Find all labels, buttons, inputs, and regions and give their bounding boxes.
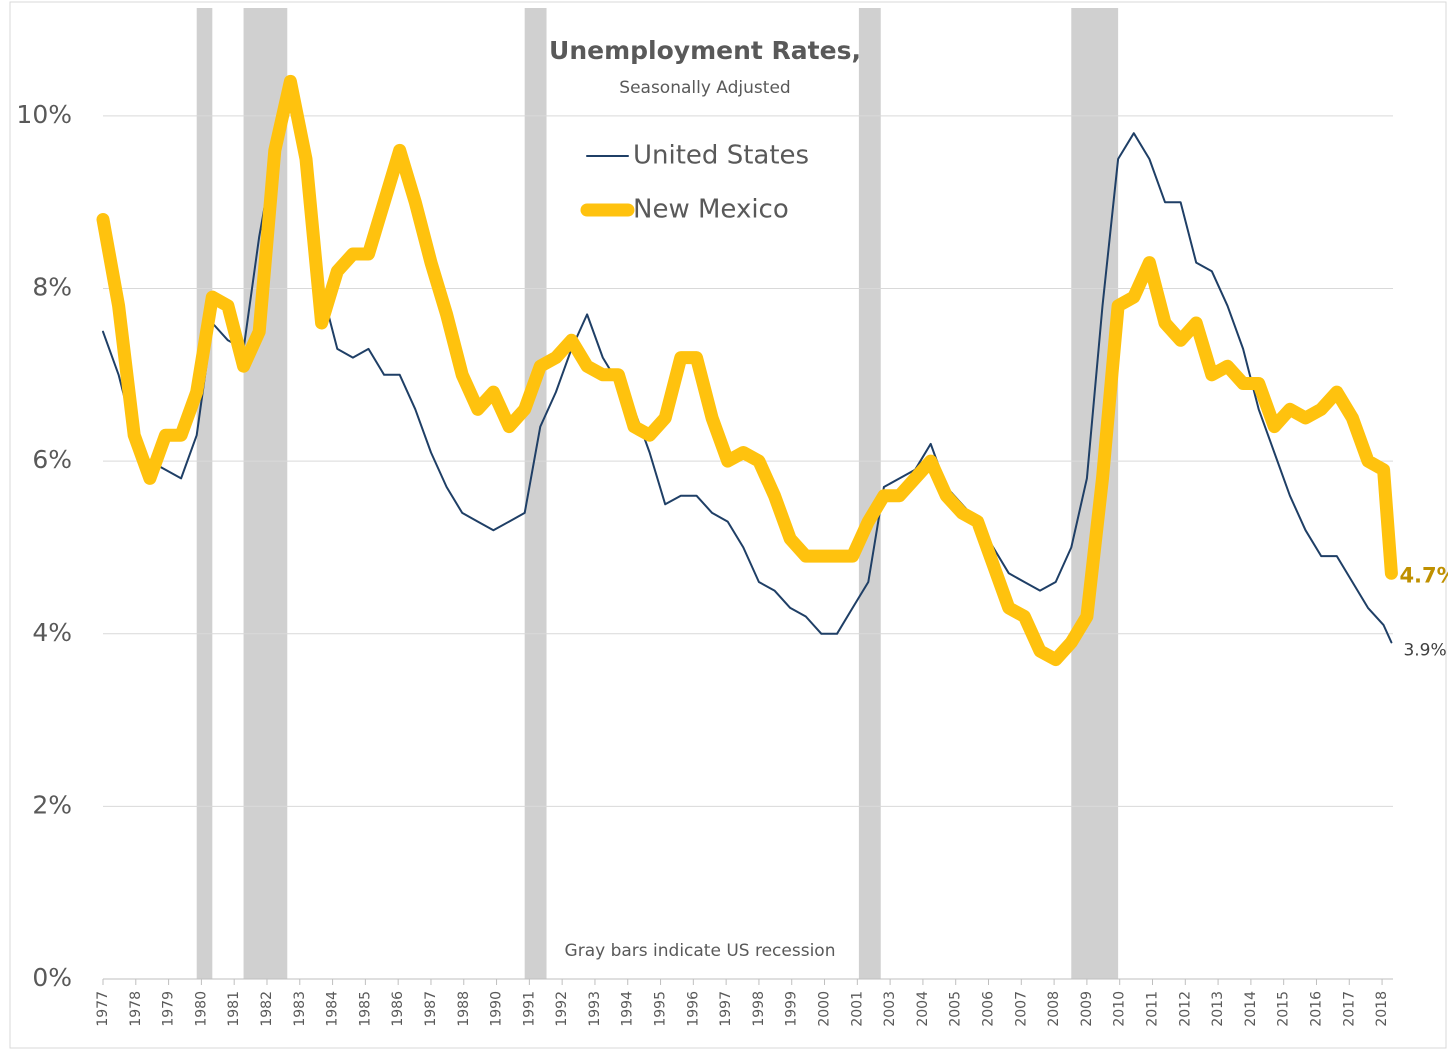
x-tick-label: 1993 (587, 991, 603, 1027)
series-line (96, 74, 1398, 667)
x-tick-label: 1998 (751, 991, 767, 1027)
x-tick-label: 2000 (817, 991, 833, 1027)
y-tick-label: 0% (32, 963, 72, 992)
x-tick-label: 1981 (226, 991, 242, 1027)
x-tick-label: 1979 (161, 991, 177, 1027)
x-tick-label: 1977 (95, 991, 111, 1027)
x-tick-label: 1991 (521, 991, 537, 1027)
x-tick-label: 1978 (128, 991, 144, 1027)
chart-border (9, 1, 1447, 1049)
legend-label: United States (633, 141, 809, 171)
recession-bar (196, 8, 213, 979)
x-tick-label: 1982 (259, 991, 275, 1027)
x-tick-label: 2012 (1177, 991, 1193, 1027)
x-tick-label: 2006 (981, 991, 997, 1027)
x-tick-label: 2011 (1144, 991, 1160, 1027)
x-tick-label: 2014 (1243, 991, 1259, 1027)
y-tick-label: 2% (32, 790, 72, 819)
legend-label: New Mexico (633, 195, 789, 225)
end-label: 4.7% (1399, 563, 1448, 587)
x-tick-label: 1980 (193, 991, 209, 1027)
x-tick-label: 1990 (489, 991, 505, 1027)
recession-bar (524, 8, 547, 979)
recession-bar (243, 8, 288, 979)
y-tick-label: 4% (32, 618, 72, 647)
x-tick-label: 2007 (1013, 991, 1029, 1027)
y-tick-label: 8% (32, 273, 72, 302)
background-layer: 0% 2% 4% 6% 8% 10% 1977 1978 1979 1980 1981 1982 198… (16, 8, 1393, 1027)
x-tick-label: 2004 (915, 991, 931, 1027)
recession-bar (858, 8, 881, 979)
x-tick-label: 1986 (390, 991, 406, 1027)
x-tick-label: 1985 (357, 991, 373, 1027)
chart-title: Unemployment Rates, (549, 36, 861, 65)
x-tick-label: 2009 (1079, 991, 1095, 1027)
x-tick-label: 1983 (292, 991, 308, 1027)
annotation: Gray bars indicate US recession (565, 941, 836, 961)
x-tick-label: 2003 (882, 991, 898, 1027)
y-tick-label: 6% (32, 445, 72, 474)
x-tick-label: 1999 (784, 991, 800, 1027)
x-tick-label: 1995 (653, 991, 669, 1027)
x-tick-label: 1987 (423, 991, 439, 1027)
x-tick-label: 1997 (718, 991, 734, 1027)
y-tick-label: 10% (16, 100, 72, 129)
end-label: 3.9% (1403, 640, 1446, 660)
chart-subtitle: Seasonally Adjusted (619, 78, 790, 98)
x-tick-label: 2018 (1374, 991, 1390, 1027)
x-tick-label: 2008 (1046, 991, 1062, 1027)
x-tick-label: 1992 (554, 991, 570, 1027)
x-tick-label: 1988 (456, 991, 472, 1027)
x-tick-label: 2005 (948, 991, 964, 1027)
x-tick-label: 2010 (1112, 991, 1128, 1027)
x-tick-label: 2015 (1276, 991, 1292, 1027)
x-tick-label: 1994 (620, 991, 636, 1027)
x-tick-label: 2013 (1210, 991, 1226, 1027)
x-tick-label: 2017 (1341, 991, 1357, 1027)
x-tick-label: 2001 (849, 991, 865, 1027)
x-tick-label: 1984 (325, 991, 341, 1027)
x-tick-label: 2016 (1308, 991, 1324, 1027)
x-tick-label: 1996 (685, 991, 701, 1027)
lines-layer (96, 74, 1398, 667)
